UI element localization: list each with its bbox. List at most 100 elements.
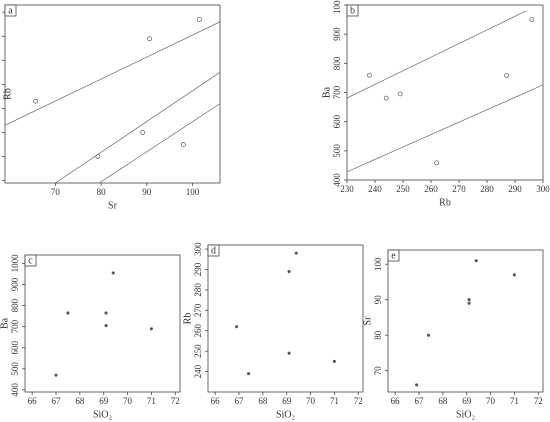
reference-line: [5, 21, 220, 126]
x-tick-label: 260: [424, 184, 438, 194]
y-tick-label: 800: [332, 56, 342, 70]
point: [512, 273, 516, 277]
reference-line: [347, 84, 543, 173]
x-tick-label: 230: [340, 184, 354, 194]
x-tick-label: 70: [123, 396, 133, 406]
point: [529, 17, 535, 22]
point: [197, 17, 202, 22]
y-tick-label: 400: [332, 173, 342, 187]
x-tick-label: 66: [391, 396, 401, 406]
point: [426, 333, 431, 337]
y-tick-label: 280: [193, 283, 203, 297]
point: [149, 327, 153, 331]
point: [66, 311, 70, 315]
plot-frame: [387, 249, 544, 393]
point: [294, 251, 298, 255]
x-axis-label: SiO₂: [456, 409, 475, 420]
panel-label: d: [211, 245, 216, 256]
x-tick-label: 68: [258, 396, 268, 406]
x-tick-label: 270: [452, 184, 466, 194]
x-tick-label: 69: [462, 396, 472, 406]
point: [474, 259, 478, 263]
x-tick-label: 240: [368, 184, 382, 194]
x-tick-label: 70: [486, 396, 496, 406]
reference-line: [347, 10, 527, 99]
x-tick-label: 67: [52, 396, 62, 406]
x-tick-label: 69: [99, 396, 109, 406]
panel-label-box: [4, 4, 17, 17]
point: [140, 130, 146, 135]
panel-label: e: [391, 250, 396, 261]
panel: a708090100230240250260270280290300SrRb: [0, 4, 221, 211]
x-tick-label: 280: [480, 184, 494, 194]
panel: c 66 67 68 69 70 71 72 400 500 600 700 800 900 1000 SiO…: [0, 254, 181, 420]
plot-frame: [346, 4, 544, 181]
y-tick-label: 270: [193, 303, 203, 317]
panel: d 66 67 68 69 70 71 72 240 250 260 270 280 290 300 SiO₂…: [182, 242, 364, 420]
y-axis-label: Sr: [362, 316, 373, 326]
y-tick-label: 240: [193, 364, 203, 378]
y-tick-label: 1000: [10, 254, 20, 273]
point: [95, 154, 101, 159]
y-tick-label: 600: [332, 114, 342, 128]
x-tick-label: 68: [75, 396, 85, 406]
y-tick-label: 250: [193, 344, 203, 358]
x-tick-label: 72: [354, 396, 363, 406]
panel-label-box: [387, 249, 400, 262]
x-tick-label: 90: [142, 187, 152, 197]
point: [147, 36, 152, 42]
panel-label: a: [8, 5, 13, 16]
x-axis-label: Rb: [439, 197, 451, 208]
point: [287, 351, 291, 355]
point: [104, 324, 108, 328]
x-tick-label: 67: [235, 396, 245, 406]
point: [181, 142, 186, 147]
x-tick-label: 100: [186, 187, 200, 197]
point: [111, 271, 115, 275]
point: [504, 72, 509, 78]
point: [332, 359, 336, 363]
y-axis-label: Rb: [182, 313, 193, 325]
x-tick-label: 70: [306, 396, 316, 406]
y-tick-label: 600: [10, 340, 20, 354]
x-axis-label: SiO₂: [93, 409, 112, 420]
y-tick-label: 70: [373, 366, 383, 376]
point: [397, 91, 403, 97]
x-tick-label: 67: [415, 396, 425, 406]
panel: b 230 240 250 260 270 280 290 300 400 500 600 700 800…: [321, 0, 550, 208]
x-tick-label: 72: [171, 396, 180, 406]
x-axis-label: Sr: [108, 200, 118, 211]
panel: e 66 67 68 69 70 71 72 70 80 90 100 SiO₂ Sr: [362, 249, 544, 420]
point: [467, 301, 471, 305]
point: [467, 298, 471, 302]
point: [415, 383, 419, 387]
y-tick-label: 800: [10, 298, 20, 312]
y-axis-label: Rb: [2, 88, 13, 100]
y-tick-label: 700: [332, 85, 342, 99]
y-axis-label: Ba: [321, 86, 332, 98]
plot-frame: [207, 244, 364, 393]
y-tick-label: 100: [373, 257, 383, 271]
reference-line: [99, 103, 220, 183]
x-tick-label: 66: [28, 396, 38, 406]
y-tick-label: 1000: [332, 0, 342, 14]
y-tick-label: 500: [10, 362, 20, 376]
y-tick-label: 500: [332, 144, 342, 158]
panel-label-box: [346, 4, 359, 17]
y-tick-label: 700: [10, 319, 20, 333]
point: [367, 72, 372, 78]
y-tick-label: 260: [193, 324, 203, 338]
point: [104, 311, 108, 315]
plot-frame: [4, 4, 221, 184]
point: [434, 160, 439, 166]
panel-label: c: [28, 255, 33, 266]
y-tick-label: 80: [373, 330, 383, 340]
y-tick-label: 900: [10, 277, 20, 291]
x-tick-label: 70: [51, 187, 61, 197]
x-tick-label: 71: [330, 396, 339, 406]
x-tick-label: 80: [97, 187, 107, 197]
x-tick-label: 250: [396, 184, 410, 194]
point: [246, 372, 251, 376]
x-axis-label: SiO₂: [276, 409, 295, 420]
